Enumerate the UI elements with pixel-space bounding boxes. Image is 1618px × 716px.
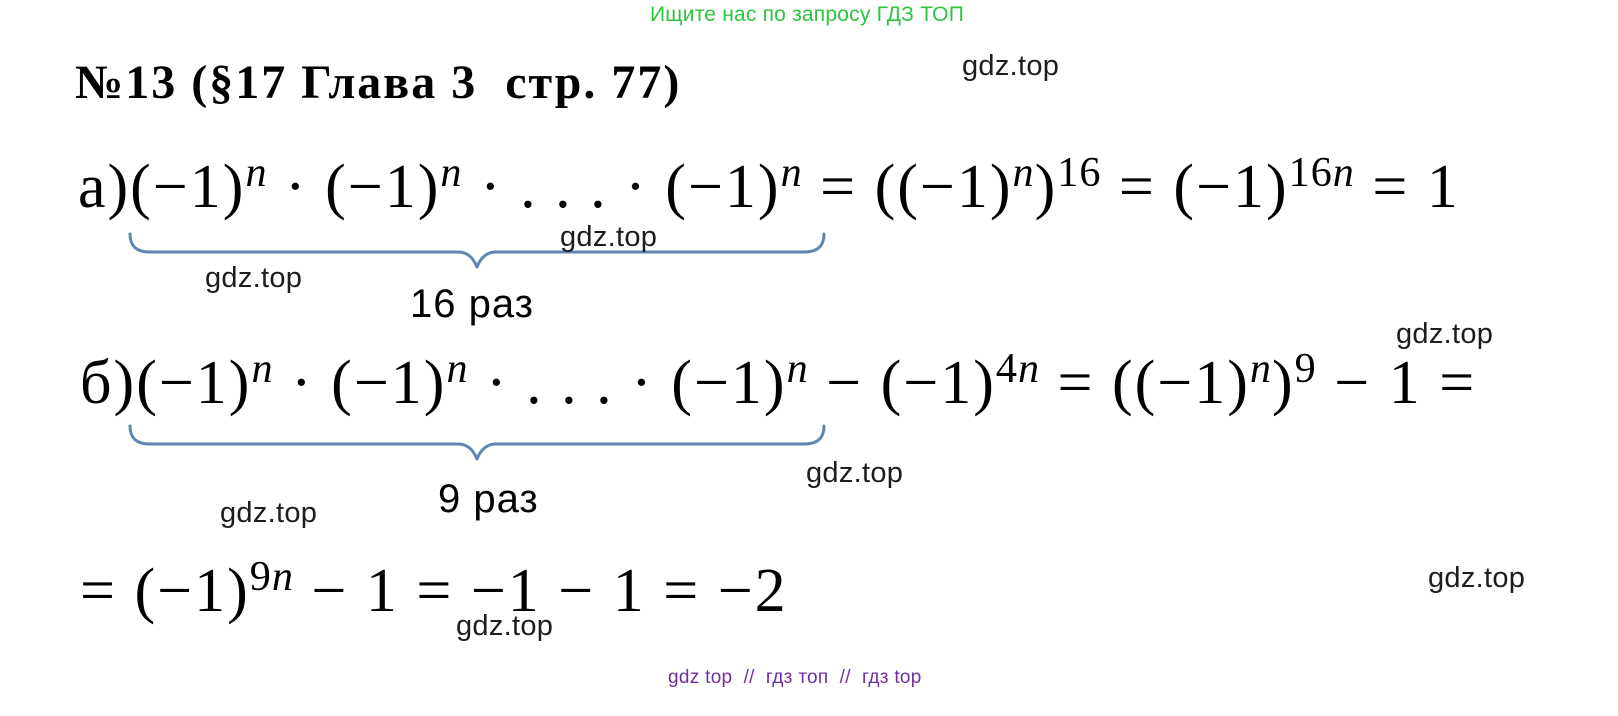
watermark-top-right: gdz.top bbox=[962, 50, 1060, 82]
promo-banner-text: Ищите нас по запросу ГДЗ ТОП bbox=[650, 3, 964, 26]
equation-line-c: = (−1)9n − 1 = −1 − 1 = −2 bbox=[80, 553, 788, 626]
underbrace-9-times bbox=[128, 424, 826, 461]
footer-tags: gdz top // гдз топ // гдз top bbox=[668, 667, 922, 688]
watermark-b-under-left: gdz.top bbox=[220, 497, 318, 529]
watermark-c-right: gdz.top bbox=[1428, 562, 1526, 594]
watermark-a-left: gdz.top bbox=[205, 262, 303, 294]
watermark-c-bottom: gdz.top bbox=[456, 610, 554, 642]
watermark-b-top-right: gdz.top bbox=[1396, 318, 1494, 350]
repeat-count-label-b: 9 раз bbox=[438, 477, 539, 521]
underbrace-16-times bbox=[128, 232, 826, 269]
equation-line-a: а)(−1)n · (−1)n · . . . · (−1)n = ((−1)n… bbox=[78, 149, 1460, 222]
problem-title: №13 (§17 Глава 3 стр. 77) bbox=[75, 56, 682, 109]
equation-line-b: б)(−1)n · (−1)n · . . . · (−1)n − (−1)4n… bbox=[80, 345, 1477, 418]
watermark-a-middle: gdz.top bbox=[560, 221, 658, 253]
watermark-b-under-right: gdz.top bbox=[806, 457, 904, 489]
underbrace-path bbox=[128, 232, 826, 269]
repeat-count-label-a: 16 раз bbox=[410, 282, 534, 326]
underbrace-path bbox=[128, 424, 826, 461]
